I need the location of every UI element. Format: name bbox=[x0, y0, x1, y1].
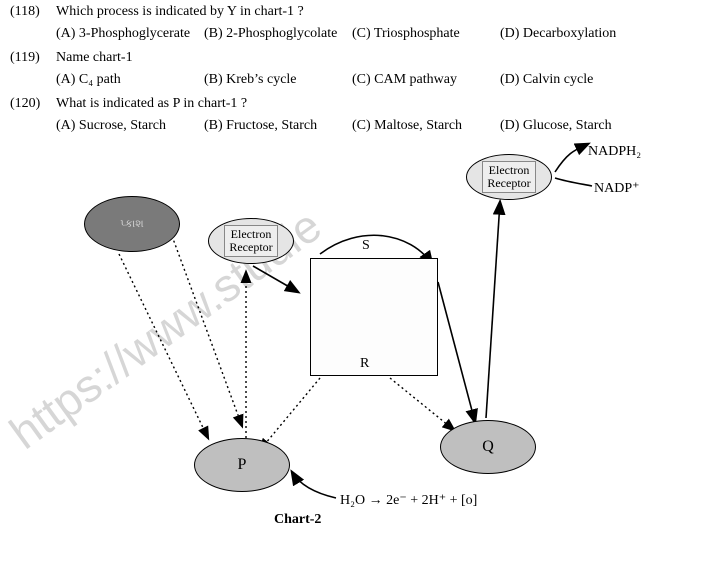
option-c: (C) Maltose, Starch bbox=[352, 118, 500, 134]
q-ellipse-node: Q bbox=[440, 420, 536, 474]
option-c: (C) Triosphosphate bbox=[352, 26, 500, 42]
question-number: (118) bbox=[10, 4, 56, 20]
option-b: (B) 2-Phosphoglycolate bbox=[204, 26, 352, 42]
option-a: (A) 3-Phosphoglycerate bbox=[56, 26, 204, 42]
r-box bbox=[310, 258, 438, 376]
question-120-options: (A) Sucrose, Starch (B) Fructose, Starch… bbox=[56, 118, 716, 134]
question-119-options: (A) C₄ path (B) Kreb’s cycle (C) CAM pat… bbox=[56, 72, 716, 88]
dark-ellipse-node: પ્કાશ bbox=[84, 196, 180, 252]
question-text: Which process is indicated by Y in chart… bbox=[56, 4, 716, 20]
s-label: S bbox=[362, 238, 370, 254]
electron-receptor-right: ElectronReceptor bbox=[466, 154, 552, 200]
p-ellipse-node: P bbox=[194, 438, 290, 492]
option-c: (C) CAM pathway bbox=[352, 72, 500, 88]
page: (118) Which process is indicated by Y in… bbox=[0, 0, 726, 536]
question-text: Name chart-1 bbox=[56, 50, 716, 66]
option-a: (A) C₄ path bbox=[56, 72, 204, 88]
question-118-row: (118) Which process is indicated by Y in… bbox=[10, 4, 716, 20]
option-a: (A) Sucrose, Starch bbox=[56, 118, 204, 134]
r-label: R bbox=[360, 356, 369, 372]
chart-2-diagram: https://www.studie પ્કાશ ElectronRecepto… bbox=[10, 142, 716, 532]
option-d: (D) Decarboxylation bbox=[500, 26, 616, 42]
equation-label: H₂O → 2e⁻ + 2H⁺ + [o] bbox=[340, 492, 477, 509]
nadph2-label: NADPH₂ bbox=[588, 144, 641, 160]
question-text: What is indicated as P in chart-1 ? bbox=[56, 96, 716, 112]
question-number: (120) bbox=[10, 96, 56, 112]
electron-receptor-left: ElectronReceptor bbox=[208, 218, 294, 264]
nadp-label: NADP⁺ bbox=[594, 180, 640, 197]
option-b: (B) Kreb’s cycle bbox=[204, 72, 352, 88]
question-120-row: (120) What is indicated as P in chart-1 … bbox=[10, 96, 716, 112]
option-d: (D) Calvin cycle bbox=[500, 72, 593, 88]
question-118-options: (A) 3-Phosphoglycerate (B) 2-Phosphoglyc… bbox=[56, 26, 716, 42]
question-119-row: (119) Name chart-1 bbox=[10, 50, 716, 66]
option-d: (D) Glucose, Starch bbox=[500, 118, 612, 134]
question-number: (119) bbox=[10, 50, 56, 66]
chart-2-caption: Chart-2 bbox=[274, 512, 321, 528]
option-b: (B) Fructose, Starch bbox=[204, 118, 352, 134]
